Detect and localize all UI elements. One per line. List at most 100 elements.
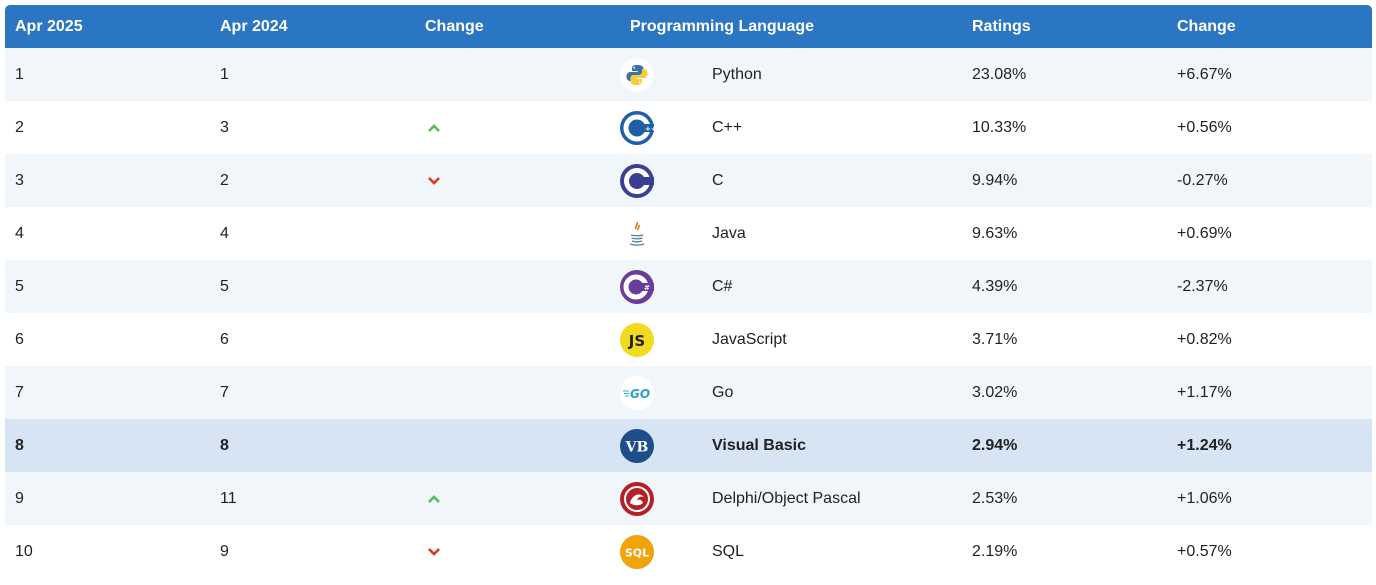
rating-value: 2.19% [972,542,1018,560]
header-apr-2024[interactable]: Apr 2024 [220,17,288,35]
svg-text:JS: JS [628,332,645,350]
rank-change-cell [415,207,620,260]
rating-change: +1.06% [1177,489,1232,507]
rank-apr-2025: 10 [15,542,33,560]
table-row[interactable]: 3 2 C 9.94% -0.27% [5,154,1372,207]
ranking-table-container: Apr 2025 Apr 2024 Change Programming Lan… [5,5,1372,578]
table-row[interactable]: 8 8 VB Visual Basic 2.94% +1.24% [5,419,1372,472]
language-name[interactable]: Delphi/Object Pascal [712,489,861,507]
javascript-icon: JS [620,322,654,357]
rating-value: 9.94% [972,171,1018,189]
c-icon [620,163,654,198]
table-row[interactable]: 10 9 SQL SQL 2.19% +0.57% [5,525,1372,578]
language-logo-cell [620,207,702,260]
rank-change-cell [415,154,620,207]
rank-change-cell [415,48,620,101]
python-icon [620,57,654,92]
svg-text:#: # [644,284,650,292]
rating-change: +0.56% [1177,118,1232,136]
table-row[interactable]: 2 3 ++ C++ 10.33% +0.56% [5,101,1372,154]
rank-apr-2024: 11 [220,489,237,507]
rank-apr-2025: 1 [15,65,24,83]
language-logo-cell: ++ [620,101,702,154]
delphi-icon [620,481,654,516]
rating-value: 10.33% [972,118,1027,136]
rating-change: +0.69% [1177,224,1232,242]
rating-value: 2.94% [972,436,1018,454]
language-name[interactable]: Python [712,65,762,83]
rank-change-cell [415,366,620,419]
language-logo-cell: SQL [620,525,702,578]
table-row[interactable]: 4 4 Java 9.63% +0.69% [5,207,1372,260]
rating-value: 4.39% [972,277,1018,295]
language-name[interactable]: C# [712,277,733,295]
rank-apr-2024: 1 [220,65,229,83]
rating-change: +1.17% [1177,383,1232,401]
go-icon: GO [620,375,654,410]
language-name[interactable]: Go [712,383,734,401]
rank-change-cell [415,419,620,472]
visual-basic-icon: VB [620,428,654,463]
rating-change: -0.27% [1177,171,1228,189]
rating-change: +0.82% [1177,330,1232,348]
cplusplus-icon: ++ [620,110,654,145]
language-name[interactable]: JavaScript [712,330,787,348]
rank-apr-2024: 9 [220,542,229,560]
rating-value: 3.71% [972,330,1018,348]
language-logo-cell: VB [620,419,702,472]
svg-text:SQL: SQL [625,546,649,559]
table-row[interactable]: 1 1 Python 23.08% +6.67% [5,48,1372,101]
rank-apr-2025: 7 [15,383,24,401]
rank-apr-2025: 4 [15,224,24,242]
language-name[interactable]: C++ [712,118,743,136]
rating-value: 9.63% [972,224,1018,242]
rank-change-cell [415,472,620,525]
rating-change: +0.57% [1177,542,1232,560]
header-change-rank[interactable]: Change [425,17,484,35]
language-name[interactable]: Java [712,224,746,242]
rating-value: 2.53% [972,489,1018,507]
language-logo-cell: JS [620,313,702,366]
table-row[interactable]: 6 6 JS JavaScript 3.71% +0.82% [5,313,1372,366]
rank-apr-2024: 3 [220,118,229,136]
rank-apr-2025: 3 [15,171,24,189]
svg-text:++: ++ [645,125,654,133]
rank-apr-2024: 8 [220,436,229,454]
table-row[interactable]: 9 11 Delphi/Object Pascal 2.53% +1.06% [5,472,1372,525]
rank-apr-2025: 2 [15,118,24,136]
rank-apr-2025: 9 [15,489,24,507]
language-logo-cell [620,472,702,525]
arrow-down-icon [425,547,620,557]
language-logo-cell: GO [620,366,702,419]
table-body: 1 1 Python 23.08% +6.67% 2 3 ++ C++ 10.33% +0.56% 3… [5,48,1372,578]
rank-apr-2025: 5 [15,277,24,295]
language-name[interactable]: SQL [712,542,745,560]
rank-apr-2025: 8 [15,436,24,454]
language-ranking-table: Apr 2025 Apr 2024 Change Programming Lan… [5,5,1372,578]
rating-value: 23.08% [972,65,1027,83]
svg-text:VB: VB [625,439,649,455]
arrow-up-icon [425,123,620,133]
arrow-up-icon [425,494,620,504]
table-row[interactable]: 5 5 # C# 4.39% -2.37% [5,260,1372,313]
header-apr-2025[interactable]: Apr 2025 [15,17,83,35]
header-ratings[interactable]: Ratings [972,17,1031,35]
rating-change: +6.67% [1177,65,1232,83]
language-name[interactable]: C [712,171,724,189]
header-programming-language[interactable]: Programming Language [630,17,815,35]
csharp-icon: # [620,269,654,304]
rank-apr-2024: 4 [220,224,229,242]
table-row[interactable]: 7 7 GO Go 3.02% +1.17% [5,366,1372,419]
language-name[interactable]: Visual Basic [712,436,806,454]
language-logo-cell [620,154,702,207]
rank-change-cell [415,525,620,578]
rank-apr-2024: 2 [220,171,229,189]
rank-apr-2024: 5 [220,277,229,295]
rank-apr-2024: 6 [220,330,229,348]
header-change-rating[interactable]: Change [1177,17,1236,35]
rank-change-cell [415,101,620,154]
language-logo-cell [620,48,702,101]
table-header-row: Apr 2025 Apr 2024 Change Programming Lan… [5,5,1372,48]
java-icon [620,216,654,251]
rating-value: 3.02% [972,383,1018,401]
